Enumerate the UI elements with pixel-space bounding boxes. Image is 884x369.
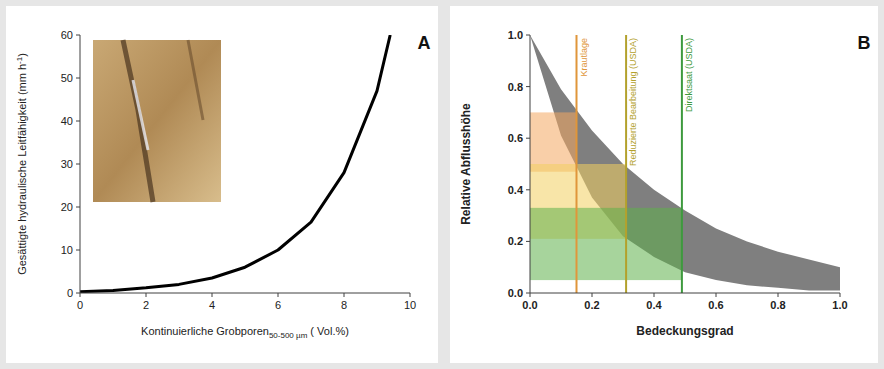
panel-background: [6, 6, 438, 363]
range-rect: [530, 112, 577, 171]
x-tick: [146, 293, 147, 297]
x-tick-label: 0: [77, 299, 83, 311]
y-tick: [526, 293, 530, 294]
y-tick-label: 0: [67, 287, 73, 299]
marker-line: [576, 35, 578, 293]
x-tick: [410, 293, 411, 297]
y-tick-label: 30: [61, 158, 73, 170]
y-tick-label: 10: [61, 244, 73, 256]
x-tick: [80, 293, 81, 297]
data-line: [80, 35, 390, 292]
y-tick-label: 60: [61, 29, 73, 41]
background: [0, 0, 884, 369]
x-tick: [592, 293, 593, 297]
x-tick: [212, 293, 213, 297]
y-tick: [76, 164, 80, 165]
y-axis-title: Relative Abflusshöhe: [459, 103, 473, 225]
plot-area: [80, 35, 390, 292]
y-tick-label: 0.6: [508, 132, 523, 144]
marker-line: [681, 35, 683, 293]
plot-area: [530, 35, 840, 293]
x-tick: [654, 293, 655, 297]
x-tick-label: 1.0: [832, 299, 847, 311]
photo-crack: [123, 40, 153, 202]
x-tick-label: 0.8: [770, 299, 785, 311]
x-axis-title-subscript: 50-500 µm: [269, 331, 308, 340]
x-axis-title: Bedeckungsgrad: [636, 324, 733, 338]
photo-inset: [93, 40, 221, 202]
panel: 0 2 4 6 8 10 0 10 20 30 40 50 60 Kontinuierliche Grob…: [6, 6, 438, 363]
photo-crack: [188, 40, 203, 120]
marker-line: [625, 35, 627, 293]
x-axis-title-text: Bedeckungsgrad: [636, 324, 733, 338]
x-tick: [778, 293, 779, 297]
panel-label: A: [418, 33, 431, 53]
annotation-label: Reduzierte Bearbeitung (USDA): [628, 38, 638, 166]
x-axis-title-suffix: ( Vol.%): [307, 325, 349, 337]
annotation-label: Krautlage: [579, 38, 589, 77]
y-tick: [76, 121, 80, 122]
y-axis-title-text: Gesättigte hydraulische Leitfähigkeit (m…: [16, 64, 28, 275]
x-tick-label: 0.6: [708, 299, 723, 311]
y-tick: [76, 250, 80, 251]
y-tick: [526, 241, 530, 242]
y-tick: [526, 35, 530, 36]
y-tick-label: 50: [61, 72, 73, 84]
annotation-label: Direktsaat (USDA): [684, 38, 694, 112]
y-tick-label: 0.0: [508, 287, 523, 299]
y-axis: [530, 35, 531, 293]
x-tick-label: 0.0: [522, 299, 537, 311]
x-tick-label: 8: [341, 299, 347, 311]
y-tick: [76, 293, 80, 294]
y-tick: [76, 35, 80, 36]
x-tick-label: 2: [143, 299, 149, 311]
x-axis: [530, 293, 840, 294]
y-tick: [526, 138, 530, 139]
x-tick: [278, 293, 279, 297]
x-tick-label: 0.4: [646, 299, 662, 311]
x-axis-title: Kontinuierliche Grobporen50-500 µm ( Vol…: [141, 325, 349, 340]
x-tick-label: 6: [275, 299, 281, 311]
figure: 0 2 4 6 8 10 0 10 20 30 40 50 60 Kontinuierliche Grob…: [0, 0, 884, 369]
y-axis-title: Gesättigte hydraulische Leitfähigkeit (m…: [15, 53, 28, 275]
y-tick: [76, 78, 80, 79]
x-tick: [530, 293, 531, 297]
panel-label: B: [858, 33, 871, 53]
y-tick-label: 0.2: [508, 235, 523, 247]
y-tick-label: 0.4: [508, 184, 524, 196]
y-axis-title-suffix: ): [16, 53, 28, 57]
x-axis: [80, 293, 410, 294]
y-tick-label: 0.8: [508, 81, 523, 93]
panel: 0.0 0.2 0.4 0.6 0.8 1.0 0.0 0.2 0.4 0.6 0.8 1.0 Bede…: [450, 6, 878, 363]
x-tick: [344, 293, 345, 297]
photo-root: [133, 80, 148, 150]
panel-background: [450, 6, 878, 363]
x-tick-label: 4: [209, 299, 215, 311]
y-tick: [526, 86, 530, 87]
y-tick: [76, 207, 80, 208]
x-tick-label: 0.2: [584, 299, 599, 311]
x-tick: [840, 293, 841, 297]
range-rect: [530, 208, 682, 280]
y-tick-label: 40: [61, 115, 73, 127]
y-tick: [526, 189, 530, 190]
y-axis-title-text: Relative Abflusshöhe: [459, 103, 473, 225]
y-tick-label: 1.0: [508, 29, 523, 41]
x-axis-title-text: Kontinuierliche Grobporen: [141, 325, 269, 337]
y-tick-label: 20: [61, 201, 73, 213]
x-tick: [716, 293, 717, 297]
x-tick-label: 10: [404, 299, 416, 311]
